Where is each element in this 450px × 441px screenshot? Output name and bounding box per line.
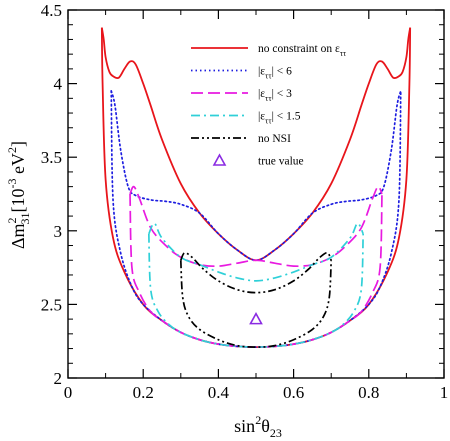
legend: no constraint on εττ |εττ| < 6 |εττ| < 3 |ε… [191, 43, 347, 168]
series-4-inner-curve [147, 233, 365, 348]
y-tick-label: 2.5 [41, 295, 62, 314]
y-tick-label: 4.5 [41, 1, 62, 20]
series-4-outer-curve [148, 222, 364, 282]
series-3-inner-curve [129, 193, 383, 348]
legend-label-3: |εττ| < 3 [258, 88, 292, 103]
x-axis-title: sin2θ23 [234, 413, 282, 440]
y-axis-ticks: 2 2.5 3 3.5 4 4.5 [41, 1, 444, 388]
series-1-inner-curve [100, 27, 412, 348]
y-tick-label: 4 [54, 75, 63, 94]
series-5-outer-curve [180, 251, 332, 294]
series-1-outer-curve [100, 27, 412, 262]
legend-label-5: no NSI [258, 133, 291, 145]
x-tick-label: 0.8 [358, 383, 379, 402]
legend-label-true-value: true value [258, 156, 304, 168]
x-tick-label: 0.2 [133, 383, 154, 402]
y-tick-label: 3 [54, 222, 63, 241]
y-axis-title: Δm231[10-3 eV2] [5, 141, 32, 249]
legend-label-4: |εττ| < 1.5 [258, 111, 301, 126]
x-tick-label: 0.4 [208, 383, 230, 402]
x-tick-label: 0.6 [283, 383, 304, 402]
true-value-marker [249, 311, 263, 325]
x-tick-label: 1 [440, 383, 449, 402]
x-tick-label: 0 [64, 383, 73, 402]
series-3-outer-curve [129, 185, 383, 268]
series-5-inner-curve [179, 260, 333, 348]
plot-frame [67, 9, 445, 379]
plot-area [67, 9, 445, 379]
x-axis-ticks: 0 0.2 0.4 0.6 0.8 1 [64, 10, 449, 402]
series-2-outer-curve [110, 90, 402, 262]
y-tick-label: 3.5 [41, 148, 62, 167]
legend-label-2: |εττ| < 6 [258, 66, 292, 81]
series-layer [100, 27, 412, 348]
legend-swatch-true-value [212, 153, 227, 166]
legend-label-1: no constraint on εττ [258, 43, 347, 58]
series-2-inner-curve [110, 90, 402, 348]
y-tick-label: 2 [54, 369, 63, 388]
marker-layer [249, 311, 263, 325]
